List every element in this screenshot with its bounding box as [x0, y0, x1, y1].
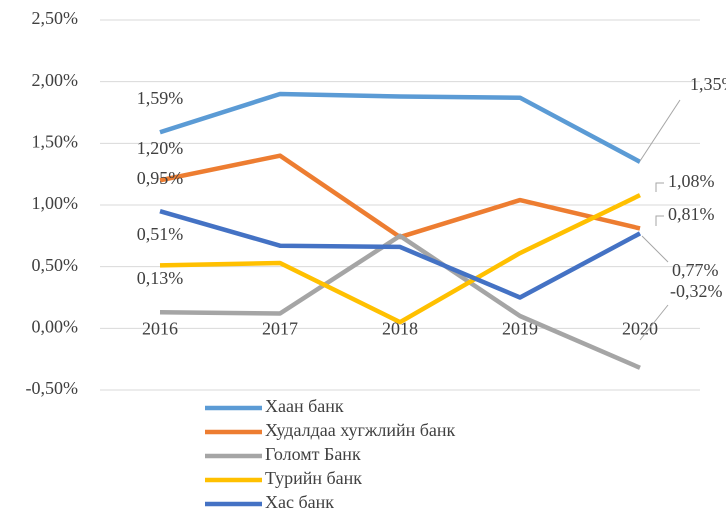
x-tick-label: 2018 [382, 318, 418, 338]
legend-label: Турийн банк [265, 468, 362, 488]
data-label: 0,13% [137, 268, 184, 288]
y-tick-label: -0,50% [26, 378, 79, 398]
y-tick-label: 0,50% [32, 255, 79, 275]
leader-line [641, 235, 669, 263]
data-label: 1,35% [690, 74, 726, 94]
data-label: 1,08% [668, 171, 715, 191]
series-line [159, 91, 642, 164]
y-tick-label: 1,50% [32, 131, 79, 151]
series-line [159, 233, 641, 370]
data-label: 1,20% [137, 138, 184, 158]
x-tick-label: 2019 [502, 318, 538, 338]
x-tick-label: 2017 [262, 318, 298, 338]
leader-line [655, 182, 664, 192]
x-tick-label: 2016 [142, 318, 178, 338]
legend-label: Хас банк [265, 492, 334, 512]
y-tick-label: 1,00% [32, 193, 79, 213]
series-line [159, 193, 641, 325]
legend-label: Худалдаа хугжлийн банк [265, 420, 456, 440]
data-label: -0,32% [670, 281, 723, 301]
leader-line [639, 304, 669, 341]
series-line [159, 209, 642, 300]
y-tick-label: 2,50% [32, 8, 79, 28]
data-label: 0,81% [668, 204, 715, 224]
leader-line [639, 99, 681, 162]
data-label: 0,51% [137, 224, 184, 244]
series-line [159, 153, 641, 240]
data-label: 0,77% [672, 260, 719, 280]
data-label: 1,59% [137, 88, 184, 108]
y-tick-label: 0,00% [32, 316, 79, 336]
legend-label: Голомт Банк [265, 444, 361, 464]
legend-label: Хаан банк [265, 396, 344, 416]
data-label: 0,95% [137, 168, 184, 188]
leader-line [655, 215, 664, 226]
x-tick-label: 2020 [622, 318, 658, 338]
y-tick-label: 2,00% [32, 70, 79, 90]
